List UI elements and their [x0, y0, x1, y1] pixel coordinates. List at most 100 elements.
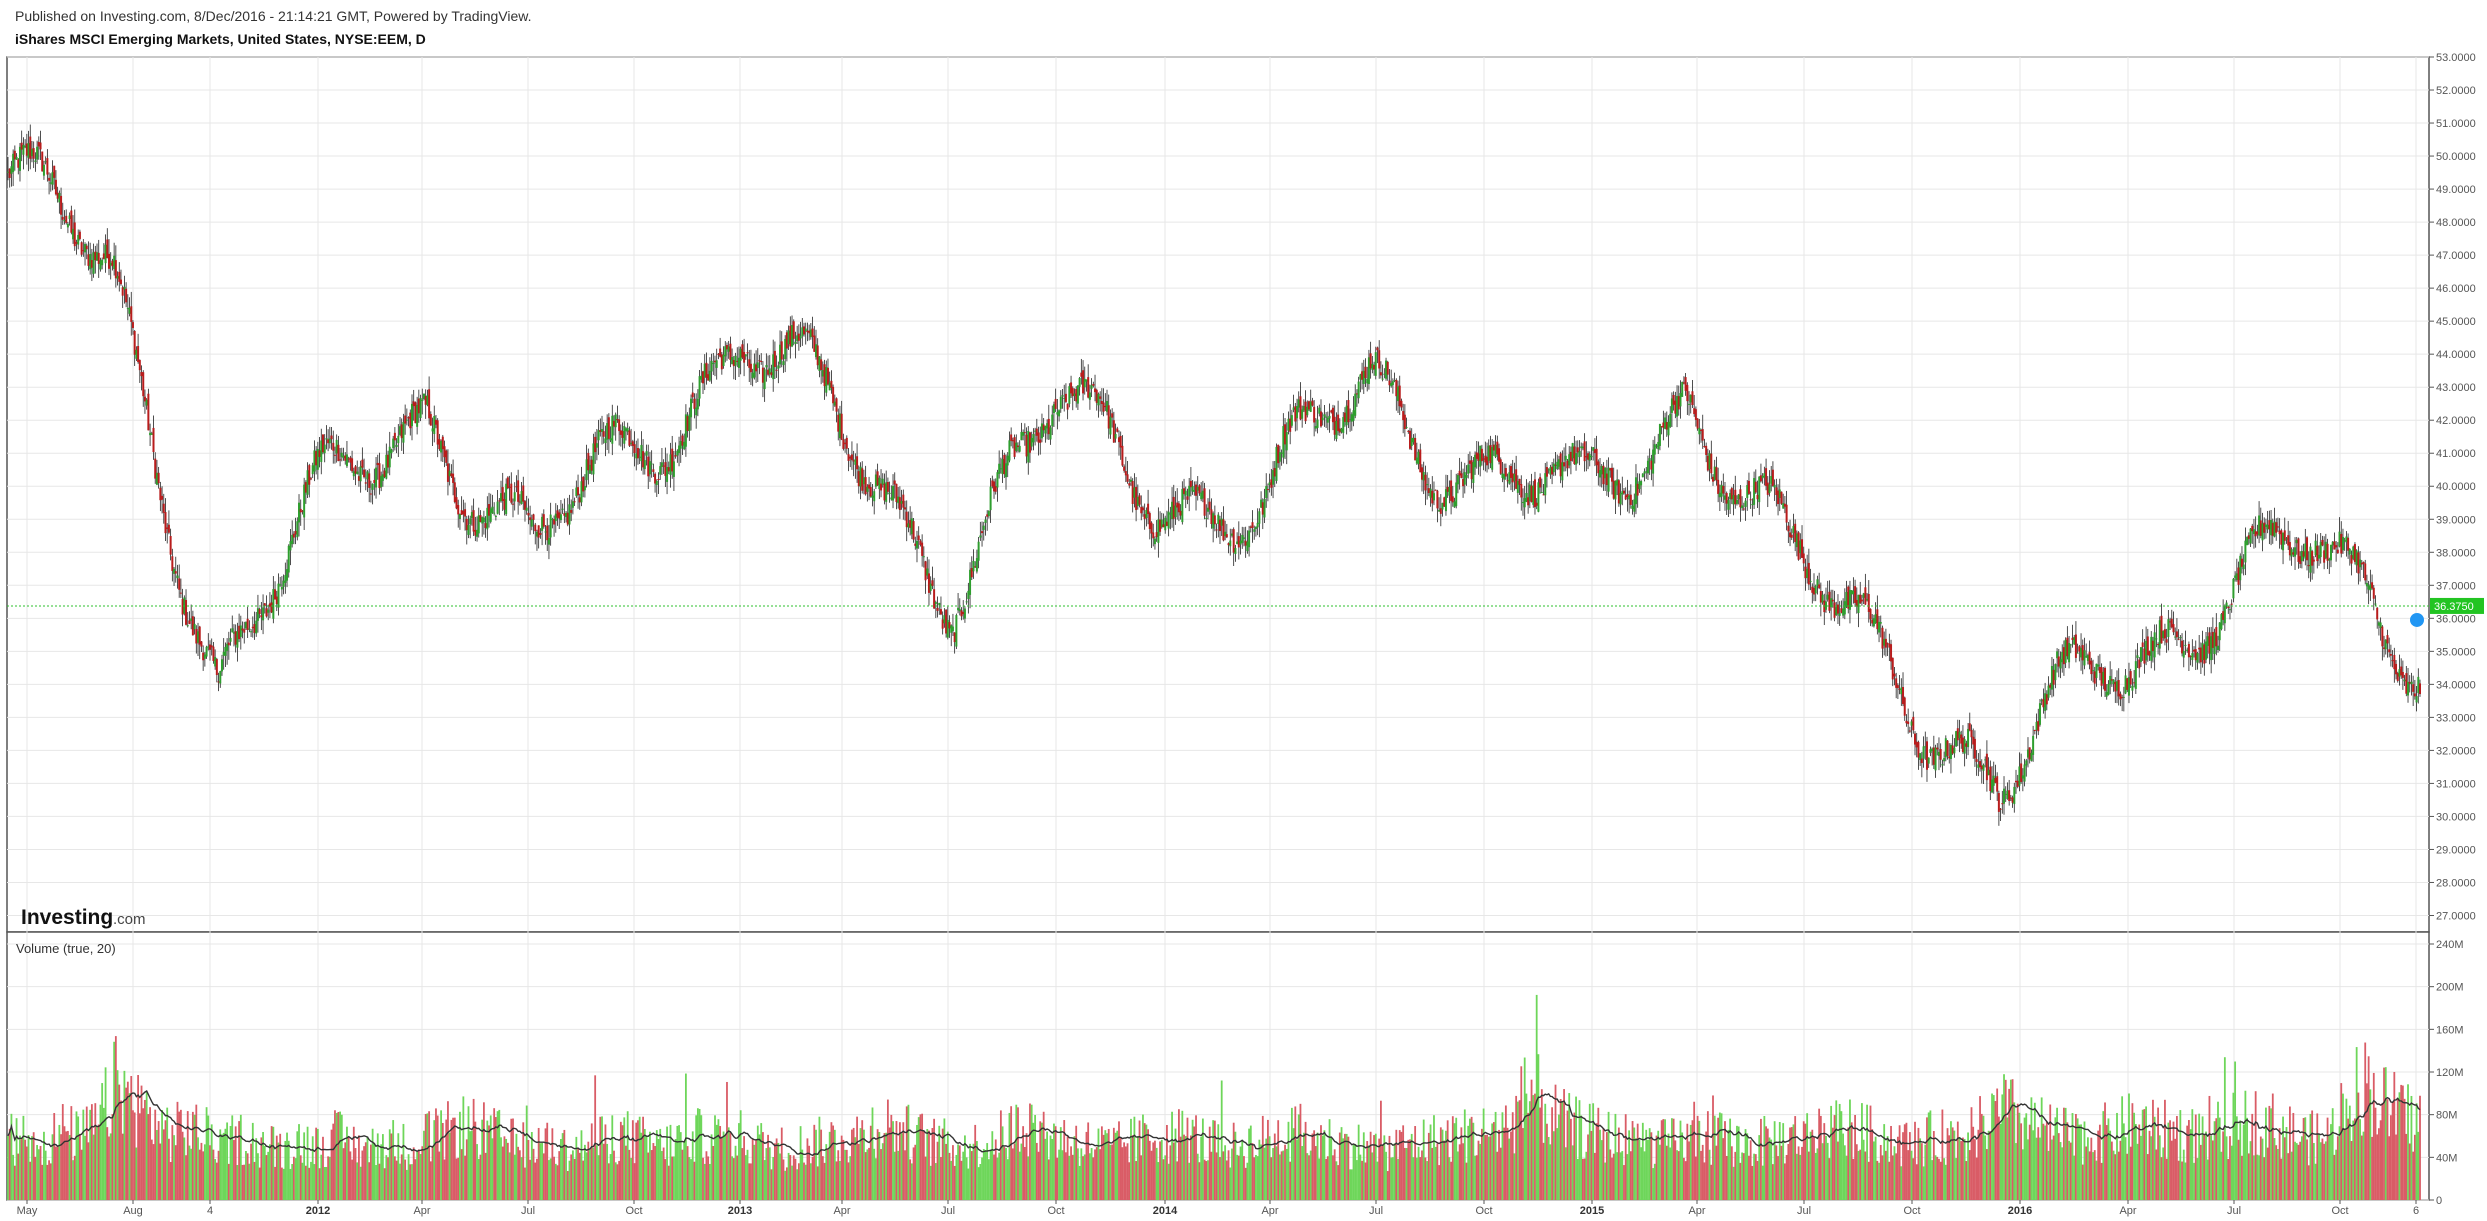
volume-bar — [424, 1113, 427, 1200]
candle-body — [1035, 428, 1038, 436]
volume-bar — [1508, 1138, 1511, 1200]
volume-bar — [1402, 1125, 1405, 1200]
candle — [1643, 468, 1646, 482]
volume-bar — [542, 1153, 545, 1200]
volume-bar — [720, 1136, 723, 1200]
volume-bar — [61, 1104, 64, 1200]
candle-body — [1203, 488, 1206, 516]
candle — [1236, 532, 1239, 545]
candle-body — [1005, 463, 1008, 478]
candle-body — [1588, 454, 1591, 461]
volume-bar — [895, 1121, 898, 1200]
candle-body — [799, 335, 802, 339]
candle — [66, 221, 69, 234]
candle — [1162, 513, 1165, 528]
volume-bar — [2283, 1137, 2286, 1200]
candle — [73, 209, 76, 251]
volume-bar — [1272, 1148, 1274, 1200]
volume-bar — [1080, 1148, 1083, 1200]
candle-body — [594, 436, 597, 453]
volume-bar — [1626, 1154, 1629, 1200]
volume-bar — [1268, 1136, 1271, 1200]
candle — [1220, 512, 1223, 536]
candle-body — [844, 442, 847, 445]
candle — [1472, 457, 1475, 493]
candle — [37, 136, 40, 160]
volume-bar — [1219, 1157, 1221, 1200]
candle-body — [1910, 721, 1913, 726]
candle-body — [917, 535, 920, 541]
candle — [1061, 388, 1064, 409]
candle — [1914, 731, 1917, 756]
volume-bar — [2419, 1095, 2421, 1200]
candle — [1393, 372, 1396, 383]
candle — [250, 629, 253, 637]
volume-bar — [200, 1142, 203, 1200]
volume-bar — [462, 1096, 465, 1200]
candle-body — [56, 192, 59, 199]
volume-bar — [1107, 1128, 1110, 1200]
candle — [696, 389, 699, 417]
candle-body — [890, 497, 893, 500]
volume-bar — [650, 1150, 653, 1200]
candle — [987, 510, 990, 519]
candle-body — [1573, 446, 1576, 464]
volume-bar — [363, 1146, 365, 1200]
candle — [1806, 554, 1809, 584]
candle — [1549, 464, 1552, 479]
candle — [1114, 423, 1117, 443]
candle-body — [1018, 445, 1021, 452]
candle — [756, 348, 759, 383]
candle — [808, 324, 811, 341]
volume-bar — [863, 1129, 865, 1200]
candle-body — [121, 287, 124, 296]
candle-body — [684, 414, 687, 447]
volume-bar — [1227, 1150, 1230, 1200]
candle — [256, 594, 259, 633]
volume-bar — [1669, 1147, 1672, 1200]
volume-bar — [318, 1168, 321, 1200]
candle — [102, 243, 105, 260]
volume-bar — [1172, 1142, 1175, 1200]
candle-body — [327, 439, 330, 444]
candle-body — [1953, 747, 1956, 754]
volume-bar — [1044, 1138, 1047, 1200]
volume-bar — [2083, 1121, 2086, 1200]
candle — [114, 245, 117, 288]
candle — [969, 562, 972, 609]
volume-bar — [524, 1167, 526, 1200]
candle — [642, 439, 645, 475]
volume-bar — [1183, 1134, 1185, 1200]
volume-bar — [1765, 1126, 1767, 1200]
candle — [1458, 457, 1461, 490]
volume-bar — [2056, 1107, 2058, 1200]
volume-bar — [1667, 1133, 1670, 1200]
candle — [339, 447, 342, 467]
volume-bar — [1253, 1157, 1256, 1200]
candle — [1896, 683, 1899, 700]
volume-bar — [1520, 1066, 1523, 1200]
candle — [1641, 473, 1644, 478]
volume-bar — [108, 1136, 110, 1200]
candle — [1787, 521, 1790, 544]
candle — [1532, 480, 1535, 508]
candle — [737, 346, 740, 378]
candle — [674, 442, 677, 459]
candle — [511, 498, 514, 518]
price-pane[interactable] — [6, 56, 2430, 933]
candle — [1765, 458, 1768, 491]
volume-bar — [952, 1145, 954, 1200]
candle-body — [267, 609, 270, 613]
volume-bar — [1780, 1145, 1783, 1200]
candle-body — [467, 525, 470, 535]
candle — [477, 507, 480, 538]
volume-bar — [1352, 1144, 1355, 1200]
volume-bar — [1953, 1130, 1956, 1200]
candle — [453, 477, 456, 504]
candle-body — [696, 398, 699, 410]
candle-body — [1789, 532, 1792, 538]
candle — [373, 468, 376, 496]
candle-body — [1016, 445, 1019, 448]
volume-bar — [607, 1163, 610, 1200]
